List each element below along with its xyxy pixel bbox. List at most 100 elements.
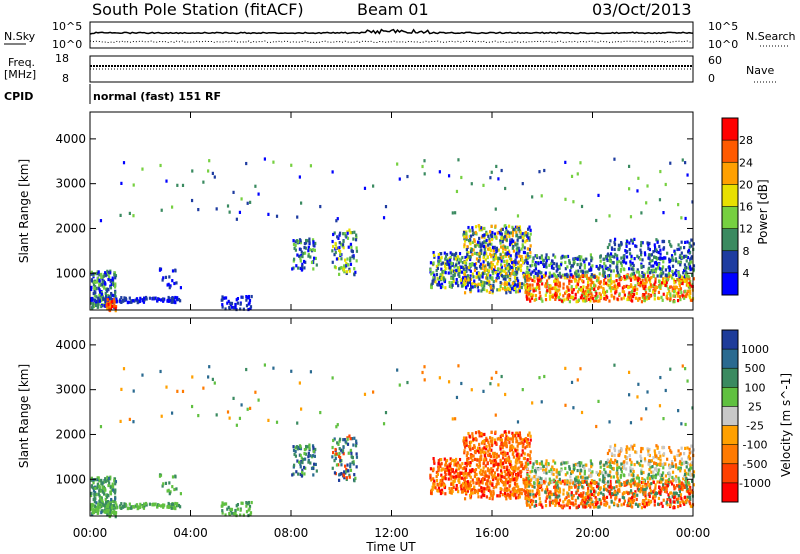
echo-cell (604, 290, 607, 295)
echo-cell (497, 454, 500, 458)
echo-cell (489, 286, 493, 290)
echo-cell (479, 245, 482, 249)
echo-cell (97, 270, 100, 274)
echo-cell (548, 493, 551, 497)
echo-cell (539, 466, 543, 471)
echo-cell (475, 481, 478, 485)
echo-cell (453, 463, 456, 467)
echo-cell (443, 264, 447, 268)
nave-tick-bottom: 0 (708, 72, 715, 85)
echo-cell (332, 438, 335, 443)
echo-cell (441, 475, 444, 480)
echo-cell (528, 247, 531, 252)
echo-cell (579, 161, 582, 165)
echo-cell (686, 283, 690, 288)
echo-cell (510, 287, 513, 291)
echo-cell (481, 433, 484, 437)
echo-cell (465, 255, 468, 259)
echo-cell (339, 458, 342, 463)
echo-cell (690, 260, 693, 264)
echo-cell (97, 302, 100, 306)
echo-cell (653, 293, 656, 297)
echo-cell (493, 471, 496, 475)
echo-cell (521, 438, 524, 442)
echo-cell (689, 497, 692, 502)
echo-cell (675, 479, 678, 483)
echo-cell (91, 305, 94, 309)
echo-cell (475, 243, 478, 247)
echo-cell (572, 494, 575, 498)
echo-cell (462, 284, 465, 288)
echo-cell (114, 307, 117, 311)
echo-cell (331, 239, 334, 244)
echo-cell (489, 252, 492, 256)
echo-cell (645, 201, 648, 205)
echo-cell (670, 460, 674, 464)
echo-cell (472, 454, 475, 458)
echo-cell (651, 259, 654, 263)
echo-cell (474, 244, 477, 248)
echo-cell (230, 301, 234, 306)
echo-cell (114, 274, 118, 278)
echo-cell (501, 287, 504, 291)
echo-cell (629, 283, 633, 287)
echo-cell (631, 472, 635, 476)
echo-cell (500, 168, 503, 173)
echo-cell (97, 502, 100, 506)
echo-cell (646, 270, 649, 274)
echo-cell (434, 486, 437, 490)
echo-cell (526, 440, 529, 444)
echo-cell (481, 227, 484, 231)
echo-cell (503, 475, 506, 480)
echo-cell (548, 481, 551, 485)
echo-cell (641, 476, 644, 481)
echo-cell (526, 285, 529, 289)
echo-cell (661, 462, 664, 467)
echo-cell (513, 271, 517, 275)
echo-cell (474, 431, 478, 435)
nsky-label: N.Sky (4, 30, 36, 43)
echo-cell (538, 275, 541, 279)
echo-cell (499, 438, 502, 442)
echo-cell (561, 479, 564, 483)
echo-cell (526, 484, 529, 488)
echo-cell (620, 470, 623, 474)
echo-cell (632, 492, 636, 497)
echo-cell (484, 258, 487, 262)
echo-cell (532, 287, 535, 291)
echo-cell (298, 254, 301, 258)
echo-cell (114, 282, 117, 286)
echo-cell (480, 478, 483, 482)
echo-cell (245, 501, 248, 505)
echo-cell (618, 484, 621, 488)
echo-cell (98, 494, 101, 498)
echo-cell (563, 497, 567, 501)
echo-cell (504, 237, 507, 241)
echo-cell (486, 438, 489, 442)
echo-cell (616, 480, 619, 484)
echo-cell (315, 469, 318, 473)
echo-cell (235, 298, 238, 302)
echo-cell (487, 234, 490, 238)
echo-cell (656, 480, 659, 484)
echo-cell (637, 270, 641, 274)
echo-cell (653, 282, 656, 286)
echo-cell (257, 192, 260, 196)
echo-cell (465, 266, 468, 270)
echo-cell (132, 214, 135, 218)
echo-cell (686, 281, 689, 286)
echo-cell (500, 440, 503, 444)
echo-cell (503, 441, 507, 445)
echo-cell (465, 461, 468, 465)
echo-cell (656, 274, 659, 278)
nsearch-line (89, 40, 694, 44)
echo-cell (483, 453, 486, 457)
echo-cell (659, 285, 662, 289)
echo-cell (678, 279, 681, 283)
echo-cell (678, 255, 681, 259)
echo-cell (517, 246, 520, 250)
echo-cell (662, 466, 665, 470)
echo-cell (95, 486, 99, 490)
echo-cell (488, 242, 491, 246)
echo-cell (461, 256, 464, 260)
